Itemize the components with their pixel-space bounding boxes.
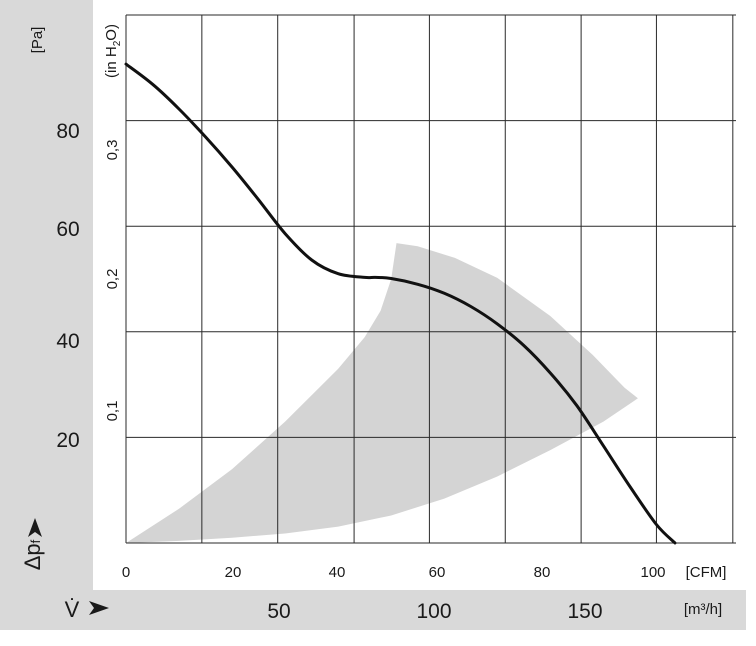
x-tick-label-cfm: 20 bbox=[225, 564, 242, 581]
grid-layer bbox=[125, 14, 736, 544]
x-tick-label-cfm: 0 bbox=[122, 564, 130, 581]
y-unit-inh2o-part: 2 bbox=[112, 40, 123, 46]
x-tick-label-cfm: 40 bbox=[329, 564, 346, 581]
y-axis-symbol-main: Δp bbox=[20, 543, 45, 570]
x-tick-label-m3h: 100 bbox=[416, 600, 451, 623]
x-tick-label-cfm: 100 bbox=[640, 564, 665, 581]
x-tick-label-cfm: 80 bbox=[534, 564, 551, 581]
y-unit-pa: [Pa] bbox=[29, 27, 46, 54]
bottom-axis-band bbox=[0, 590, 746, 630]
x-axis-arrow-icon bbox=[89, 601, 109, 615]
operating-region bbox=[126, 243, 638, 543]
y-tick-label-inh2o: 0,2 bbox=[104, 269, 121, 290]
y-axis-symbol-subscript: f bbox=[28, 539, 43, 543]
x-unit-m3h: [m³/h] bbox=[684, 601, 722, 618]
y-tick-label-pa: 60 bbox=[56, 218, 79, 241]
y-tick-label-pa: 80 bbox=[56, 120, 79, 143]
y-tick-label-pa: 40 bbox=[56, 330, 79, 353]
y-unit-inh2o-part: O) bbox=[103, 24, 120, 41]
y-tick-label-pa: 20 bbox=[56, 429, 79, 452]
curve-layer bbox=[124, 62, 677, 545]
performance-curve bbox=[124, 62, 677, 545]
operating-region-layer bbox=[126, 243, 638, 543]
y-tick-label-inh2o: 0,1 bbox=[104, 401, 121, 422]
left-axis-band bbox=[0, 0, 93, 590]
y-axis-symbol: Δpf bbox=[20, 539, 45, 570]
y-tick-label-inh2o: 0,3 bbox=[104, 140, 121, 161]
x-tick-label-m3h: 50 bbox=[267, 600, 290, 623]
x-unit-cfm: [CFM] bbox=[686, 564, 727, 581]
label-layer: 20 40 60 80 [Pa] Δpf 0,1 0,2 0,3 (in H2O) 0 20 40 60 8… bbox=[20, 24, 726, 623]
y-unit-inh2o-part: (in H bbox=[103, 46, 120, 78]
x-axis-symbol: V̇ bbox=[65, 597, 80, 622]
x-tick-label-cfm: 60 bbox=[429, 564, 446, 581]
x-tick-label-m3h: 150 bbox=[567, 600, 602, 623]
y-axis-arrow-icon bbox=[28, 518, 42, 537]
y-unit-inh2o: (in H2O) bbox=[103, 24, 123, 78]
